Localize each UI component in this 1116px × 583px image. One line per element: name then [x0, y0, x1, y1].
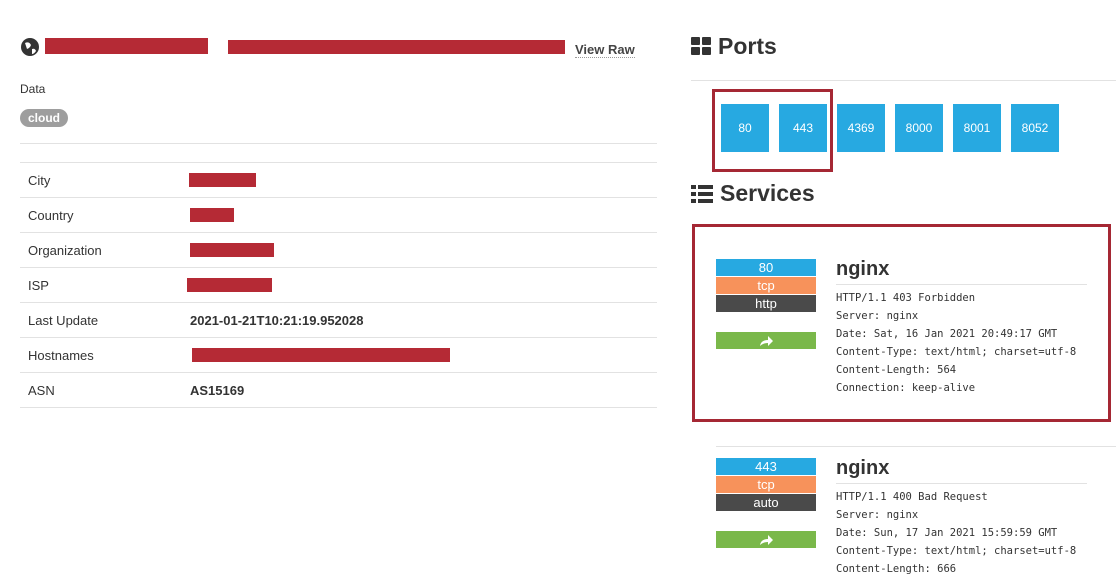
divider — [20, 232, 657, 233]
module-label: http — [716, 295, 816, 312]
port-button[interactable]: 8052 — [1011, 104, 1059, 152]
services-icon — [691, 185, 713, 203]
row-label: Hostnames — [28, 348, 94, 363]
divider — [836, 284, 1087, 285]
highlight-box — [692, 224, 1111, 422]
divider — [20, 372, 657, 373]
redacted — [190, 243, 274, 257]
share-button[interactable] — [716, 531, 816, 548]
banner-line: Connection: keep-alive — [836, 382, 976, 394]
view-raw-link[interactable]: View Raw — [575, 42, 635, 58]
divider — [836, 483, 1087, 484]
product-name: nginx — [836, 457, 890, 479]
ports-icon — [691, 37, 711, 55]
redacted — [190, 208, 234, 222]
redacted — [192, 348, 450, 362]
banner-line: Content-Length: 666 — [836, 563, 957, 575]
row-label: ASN — [28, 383, 55, 398]
banner-line: HTTP/1.1 400 Bad Request — [836, 491, 988, 503]
row-label: City — [28, 173, 51, 188]
port-button[interactable]: 4369 — [837, 104, 885, 152]
row-value: AS15169 — [190, 383, 245, 398]
banner-line: Server: nginx — [836, 509, 919, 521]
row-label: Last Update — [28, 313, 99, 328]
port-label: 80 — [716, 259, 816, 276]
banner-line: Content-Length: 564 — [836, 364, 957, 376]
tags-label: Data — [20, 82, 46, 96]
module-label: auto — [716, 494, 816, 511]
port-button[interactable]: 443 — [779, 104, 827, 152]
port-button[interactable]: 8000 — [895, 104, 943, 152]
globe-icon — [21, 38, 39, 56]
redacted — [228, 40, 565, 54]
divider — [716, 446, 1116, 447]
port-label: 443 — [716, 458, 816, 475]
port-button[interactable]: 80 — [721, 104, 769, 152]
divider — [20, 162, 657, 163]
banner-line: Date: Sun, 17 Jan 2021 15:59:59 GMT — [836, 527, 1058, 539]
row-value: 2021-01-21T10:21:19.952028 — [190, 313, 364, 328]
banner-line: Content-Type: text/html; charset=utf-8 — [836, 545, 1077, 557]
divider — [20, 197, 657, 198]
tag[interactable]: cloud — [20, 109, 68, 127]
redacted — [45, 38, 208, 54]
divider — [691, 80, 1116, 81]
port-button[interactable]: 8001 — [953, 104, 1001, 152]
divider — [20, 302, 657, 303]
banner-line: Server: nginx — [836, 310, 919, 322]
share-icon — [760, 535, 773, 545]
highlight-box — [712, 89, 833, 172]
redacted — [187, 278, 272, 292]
ports-title: Ports — [718, 33, 777, 59]
row-label: ISP — [28, 278, 49, 293]
transport-label: tcp — [716, 476, 816, 493]
divider — [20, 143, 657, 144]
row-label: Organization — [28, 243, 102, 258]
banner-line: HTTP/1.1 403 Forbidden — [836, 292, 976, 304]
redacted — [189, 173, 256, 187]
divider — [20, 337, 657, 338]
share-button[interactable] — [716, 332, 816, 349]
banner-line: Content-Type: text/html; charset=utf-8 — [836, 346, 1077, 358]
share-icon — [760, 336, 773, 346]
product-name: nginx — [836, 258, 890, 280]
services-title: Services — [720, 180, 815, 206]
row-label: Country — [28, 208, 74, 223]
divider — [20, 407, 657, 408]
banner-line: Date: Sat, 16 Jan 2021 20:49:17 GMT — [836, 328, 1058, 340]
divider — [20, 267, 657, 268]
transport-label: tcp — [716, 277, 816, 294]
